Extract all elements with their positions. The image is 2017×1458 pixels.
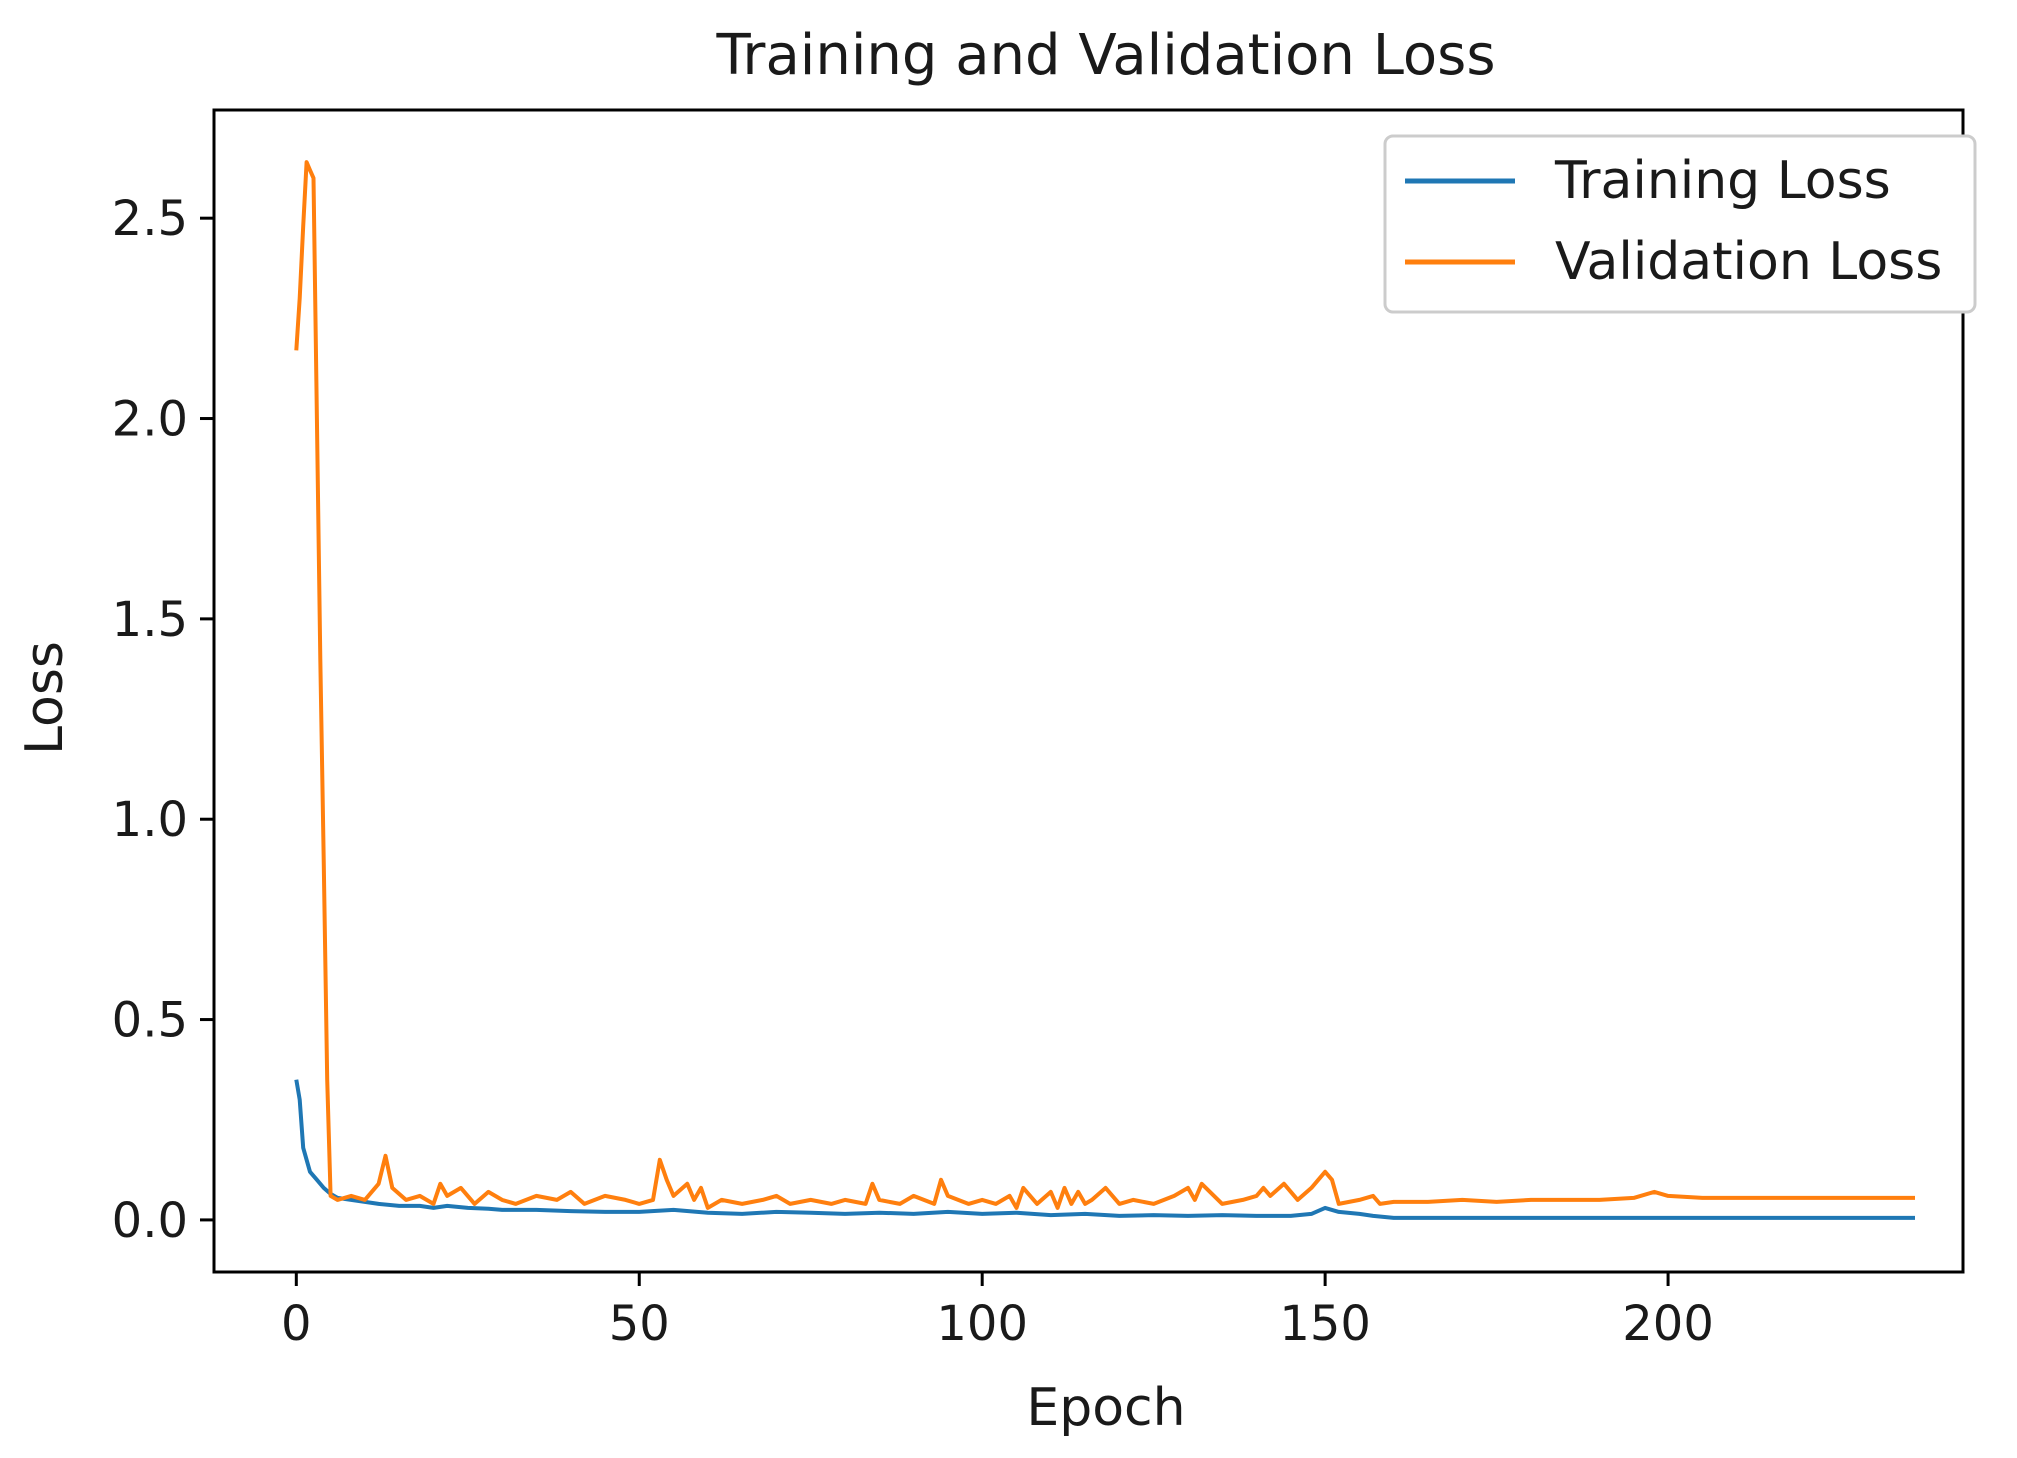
y-tick-label: 1.5 [112, 592, 188, 648]
ticks-layer: 0 50 100 150 200 0.0 0.5 1.0 1.5 2.0 2.5 [112, 191, 1714, 1352]
x-tick-label: 200 [1622, 1296, 1714, 1352]
y-tick-label: 0.0 [112, 1193, 188, 1249]
x-tick-label: 50 [609, 1296, 670, 1352]
x-axis-label: Epoch [1026, 1378, 1185, 1438]
x-tick-label: 100 [936, 1296, 1028, 1352]
x-tick-label: 150 [1279, 1296, 1371, 1352]
legend-label-validation-loss: Validation Loss [1555, 232, 1942, 292]
legend-box [1383, 134, 1977, 314]
series-line-training-loss [294, 1079, 1915, 1220]
legend-label-training-loss: Training Loss [1554, 151, 1891, 211]
series-line-validation-loss [294, 160, 1915, 1210]
y-tick-label: 2.0 [112, 392, 188, 448]
y-tick-label: 2.5 [112, 191, 188, 247]
y-tick-label: 1.0 [112, 792, 188, 848]
plot-frame [212, 108, 1965, 1274]
x-tick-label: 0 [281, 1296, 312, 1352]
y-tick-label: 0.5 [112, 993, 188, 1049]
legend: Training Loss Validation Loss [1383, 134, 1977, 314]
chart-title: Training and Validation Loss [715, 23, 1495, 88]
y-axis-label: Loss [15, 641, 75, 755]
series-layer [294, 160, 1915, 1220]
